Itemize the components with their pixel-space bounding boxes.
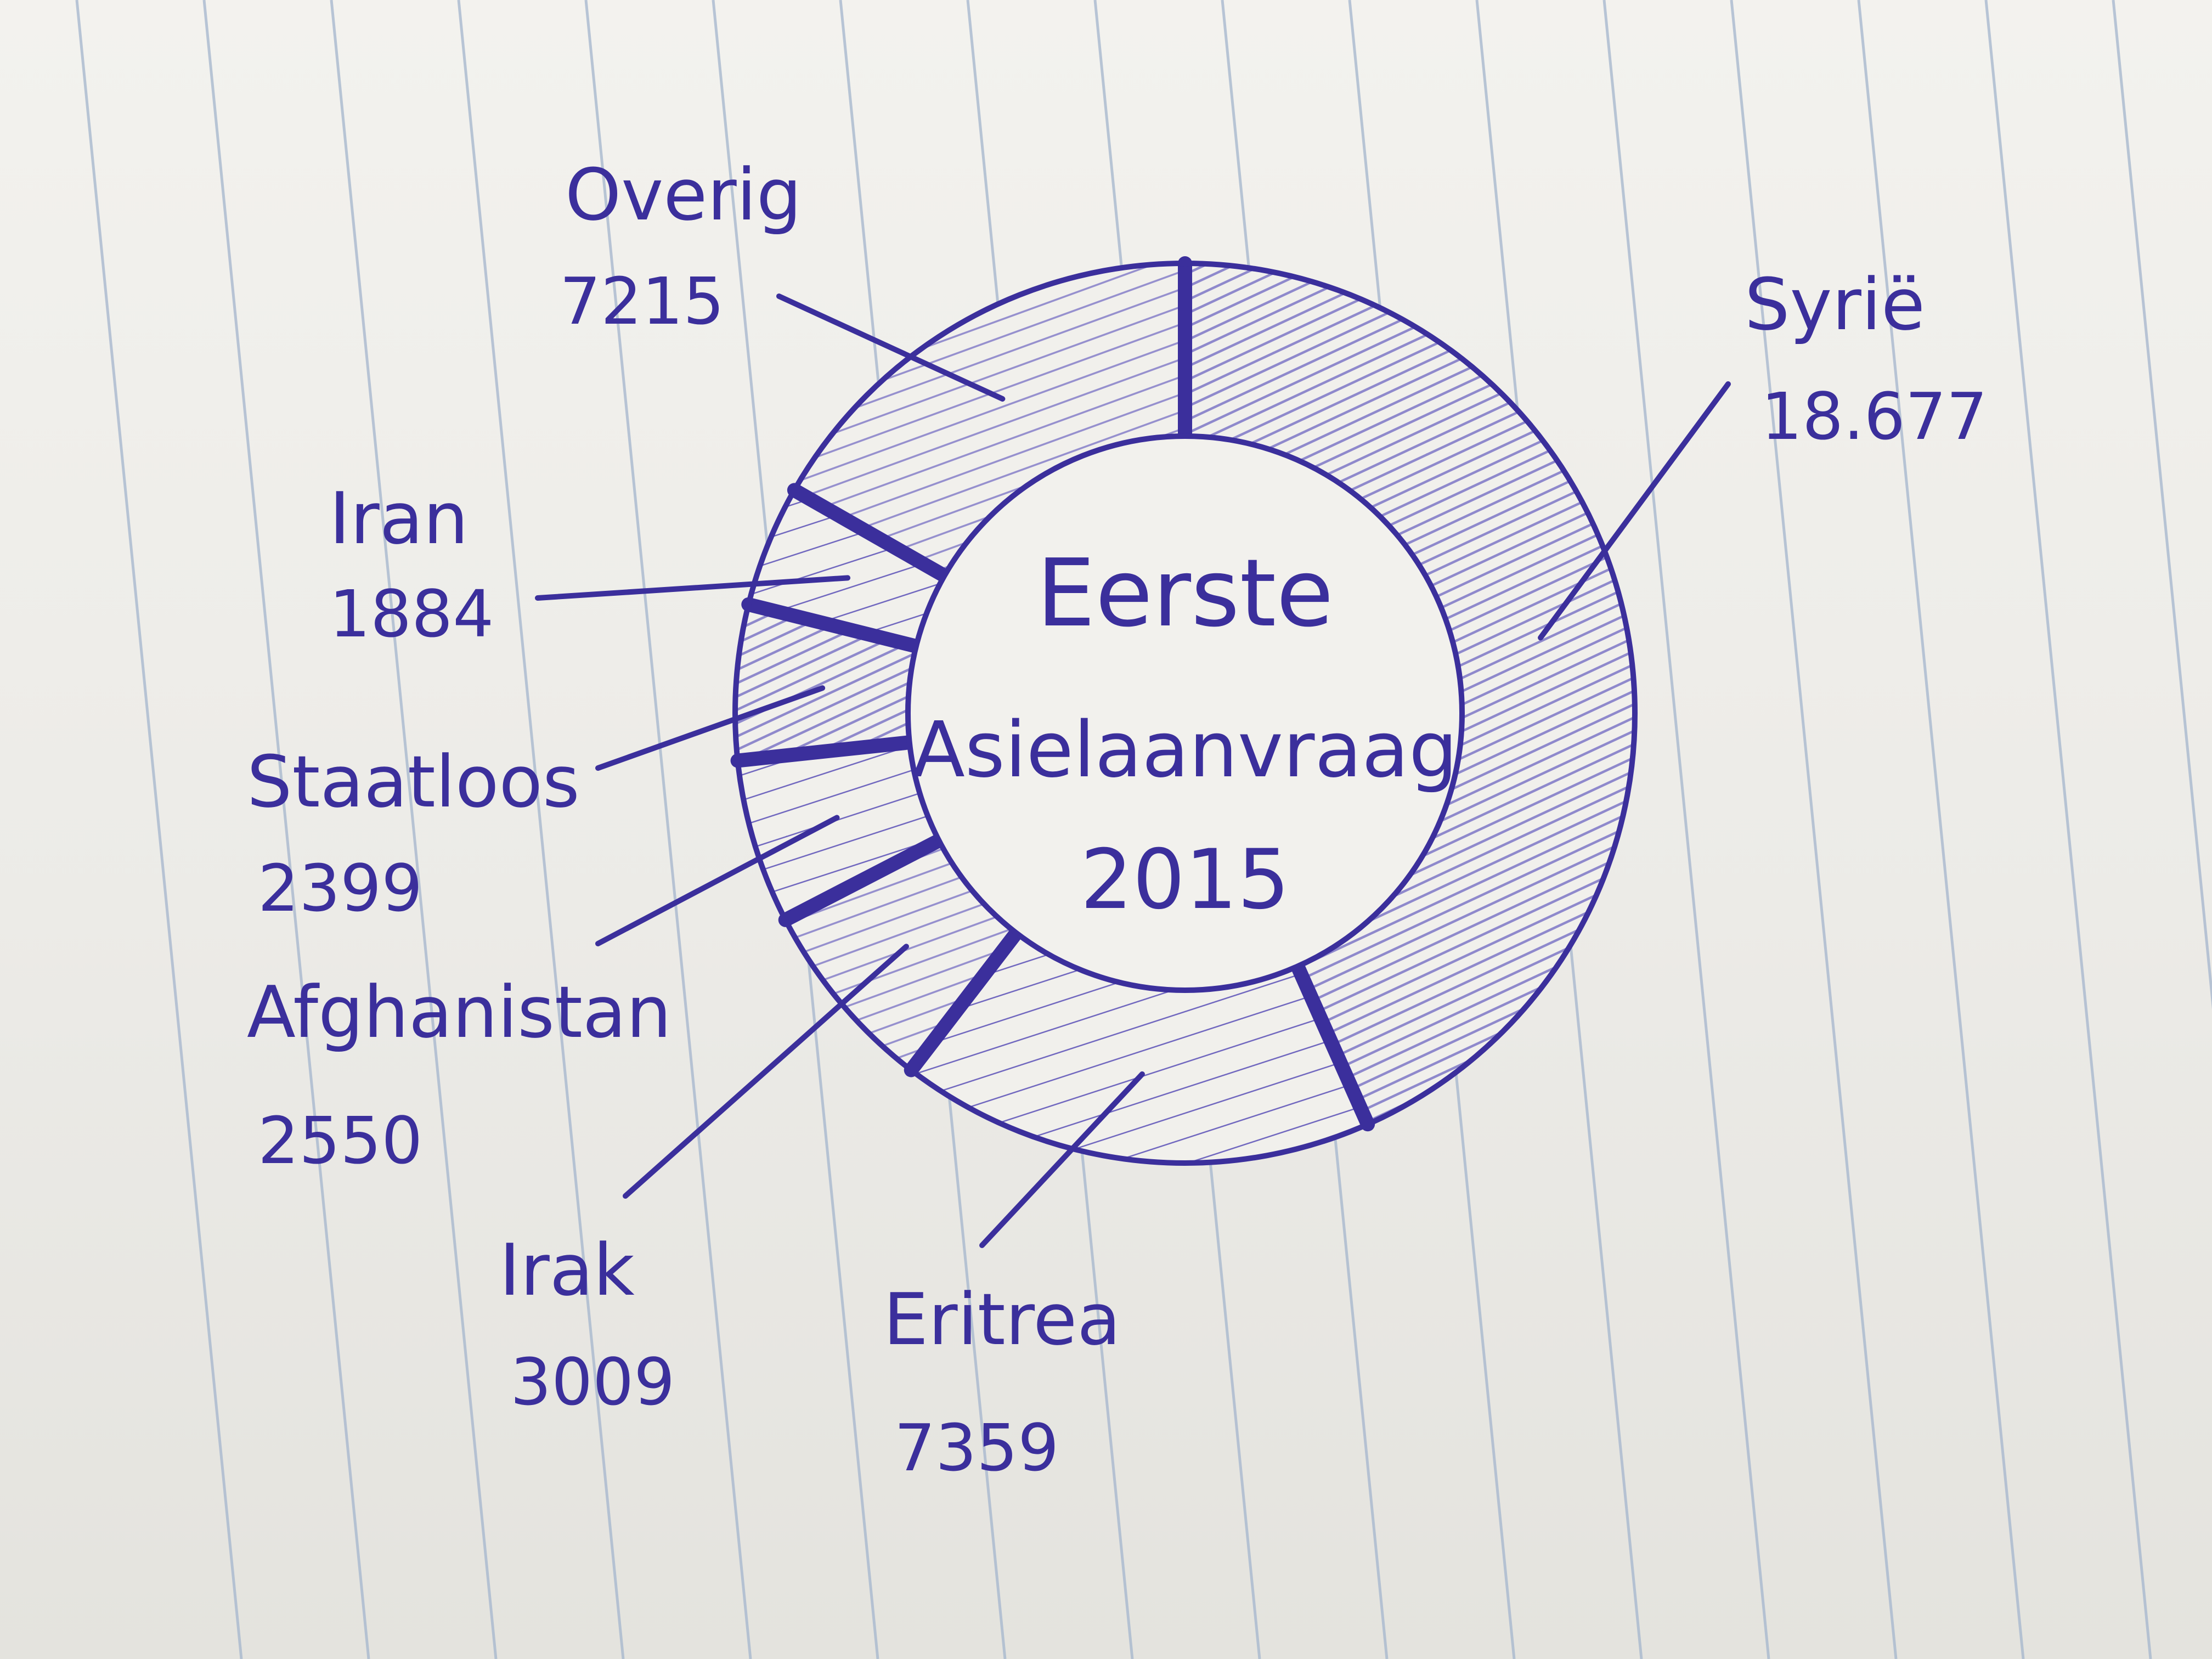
slice-label-iran: Iran (329, 477, 469, 560)
slice-value-staatloos: 2399 (258, 850, 422, 926)
slice-label-syri: Syrië (1745, 263, 1925, 346)
inner-ring (905, 433, 1465, 993)
rule-line (1730, 0, 1898, 1659)
rule-line (330, 0, 498, 1659)
outer-ring (732, 261, 1638, 1166)
slice-value-iran: 1884 (329, 576, 494, 652)
slice-syri (1185, 263, 1635, 1125)
slice-divider (730, 735, 917, 768)
slice-label-irak: Irak (499, 1228, 635, 1312)
leader-line-iran (535, 575, 851, 601)
rule-line (1984, 0, 2152, 1659)
slice-value-afghanistan: 2550 (258, 1103, 422, 1178)
leader-line-overig (776, 294, 1006, 402)
center-text-line-2: Asielaanvraag (912, 706, 1458, 795)
center-text-line-3: 2015 (1080, 832, 1290, 928)
slice-divider (741, 597, 923, 653)
slice-overig (794, 263, 1185, 576)
slice-divider (904, 926, 1024, 1077)
center-text: Eerste Asielaanvraag 2015 (912, 539, 1458, 928)
slice-afghanistan (737, 742, 939, 920)
leader-lines (535, 294, 1731, 1248)
slice-divider (1290, 959, 1375, 1132)
rule-line (457, 0, 625, 1659)
slice-value-eritrea: 7359 (894, 1410, 1059, 1486)
slice-label-afghanistan: Afghanistan (247, 970, 672, 1054)
slice-label-eritrea: Eritrea (883, 1278, 1121, 1361)
donut-rings (732, 261, 1638, 1166)
leader-line-irak (623, 944, 909, 1199)
leader-line-staatloos (595, 685, 826, 771)
slice-dividers (730, 256, 1375, 1132)
slice-staatloos (735, 604, 916, 761)
slice-value-overig: 7215 (560, 263, 724, 339)
slice-value-irak: 3009 (510, 1344, 675, 1420)
slice-label-overig: Overig (565, 153, 802, 236)
rule-line (202, 0, 370, 1659)
donut-slices (735, 263, 1635, 1163)
rule-line (1857, 0, 2025, 1659)
slice-value-syri: 18.677 (1761, 379, 1988, 454)
rule-line (75, 0, 243, 1659)
leader-line-afghanistan (595, 815, 840, 946)
leader-line-eritrea (979, 1071, 1145, 1248)
rule-line (584, 0, 752, 1659)
slice-divider (787, 483, 952, 583)
center-text-line-1: Eerste (1036, 539, 1334, 648)
slice-iran (748, 490, 945, 646)
slice-labels: Syrië 18.677 Eritrea 7359 Irak 3009 Afghanista… (247, 153, 1988, 1486)
rule-line (2112, 0, 2212, 1009)
slice-eritrea (911, 933, 1368, 1163)
slice-label-staatloos: Staatloos (247, 740, 580, 823)
leader-line-syri (1538, 381, 1731, 641)
rule-line (1602, 0, 1770, 1659)
slice-divider (778, 833, 946, 927)
